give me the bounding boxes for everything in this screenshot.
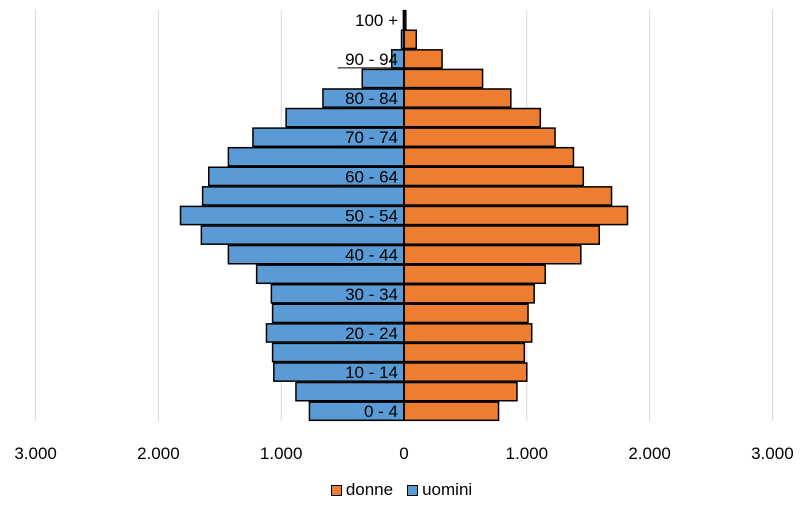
- bar-uomini-25-29: [271, 303, 405, 324]
- x-tick-label: 1.000: [506, 444, 549, 463]
- category-label: 10 - 14: [345, 363, 398, 382]
- bar-uomini-45-49: [200, 225, 405, 245]
- x-tick-label: 0: [399, 444, 408, 463]
- legend-item-donne[interactable]: donne: [330, 480, 394, 500]
- bar-donne-70-74: [403, 127, 556, 148]
- category-label: 70 - 74: [345, 128, 398, 147]
- category-label: 0 - 4: [364, 402, 398, 421]
- x-tick-label: 2.000: [628, 444, 671, 463]
- bar-donne-30-34: [403, 283, 535, 304]
- bar-donne-10-14: [403, 362, 528, 382]
- bar-donne-15-19: [403, 342, 526, 363]
- bar-donne-35-39: [403, 264, 546, 285]
- bar-donne-60-64: [403, 166, 585, 187]
- legend: donne uomini: [0, 480, 803, 500]
- bar-donne-65-69: [403, 146, 575, 167]
- bar-donne-0-4: [403, 401, 500, 422]
- bar-uomini-85-89: [361, 68, 405, 89]
- category-label: 30 - 34: [345, 285, 398, 304]
- legend-label-donne: donne: [345, 480, 394, 499]
- bar-donne-55-59: [403, 186, 613, 206]
- category-labels: 0 - 4 10 - 14 20 - 24 30 - 34 40 - 44 50 - 54…: [337, 11, 400, 421]
- legend-swatch-donne: [330, 484, 342, 496]
- category-label: 40 - 44: [345, 246, 398, 265]
- x-tick-label: 3.000: [14, 444, 57, 463]
- bar-uomini-65-69: [227, 146, 405, 167]
- bar-uomini-5-9: [295, 381, 405, 402]
- bar-donne-75-79: [403, 107, 542, 128]
- bar-donne-50-54: [403, 205, 629, 226]
- bar-donne-20-24: [403, 323, 533, 343]
- category-label: 100 +: [355, 11, 398, 30]
- category-label: 60 - 64: [345, 167, 398, 186]
- bar-donne-5-9: [403, 381, 518, 402]
- bar-uomini-35-39: [255, 264, 405, 285]
- category-label: 90 - 94: [345, 50, 398, 69]
- bar-donne-80-84: [403, 88, 512, 108]
- bar-uomini-55-59: [201, 186, 405, 206]
- x-tick-label: 2.000: [137, 444, 180, 463]
- bar-donne-45-49: [403, 225, 601, 245]
- bar-uomini-75-79: [285, 107, 405, 128]
- bar-donne-40-44: [403, 244, 582, 265]
- x-tick-labels: 3.000 2.000 1.000 0 1.000 2.000 3.000: [14, 444, 793, 463]
- category-label: 80 - 84: [345, 89, 398, 108]
- category-label: 20 - 24: [345, 324, 398, 343]
- legend-swatch-uomini: [407, 484, 419, 496]
- x-tick-label: 1.000: [260, 444, 303, 463]
- legend-item-uomini[interactable]: uomini: [407, 480, 472, 500]
- bar-uomini-15-19: [271, 342, 405, 363]
- bar-donne-25-29: [403, 303, 529, 324]
- x-tick-label: 3.000: [751, 444, 794, 463]
- bar-donne-85-89: [403, 68, 484, 89]
- category-label: 50 - 54: [345, 207, 398, 226]
- bar-donne-95-99: [403, 29, 418, 50]
- legend-label-uomini: uomini: [422, 480, 473, 499]
- bar-donne-90-94: [403, 49, 443, 69]
